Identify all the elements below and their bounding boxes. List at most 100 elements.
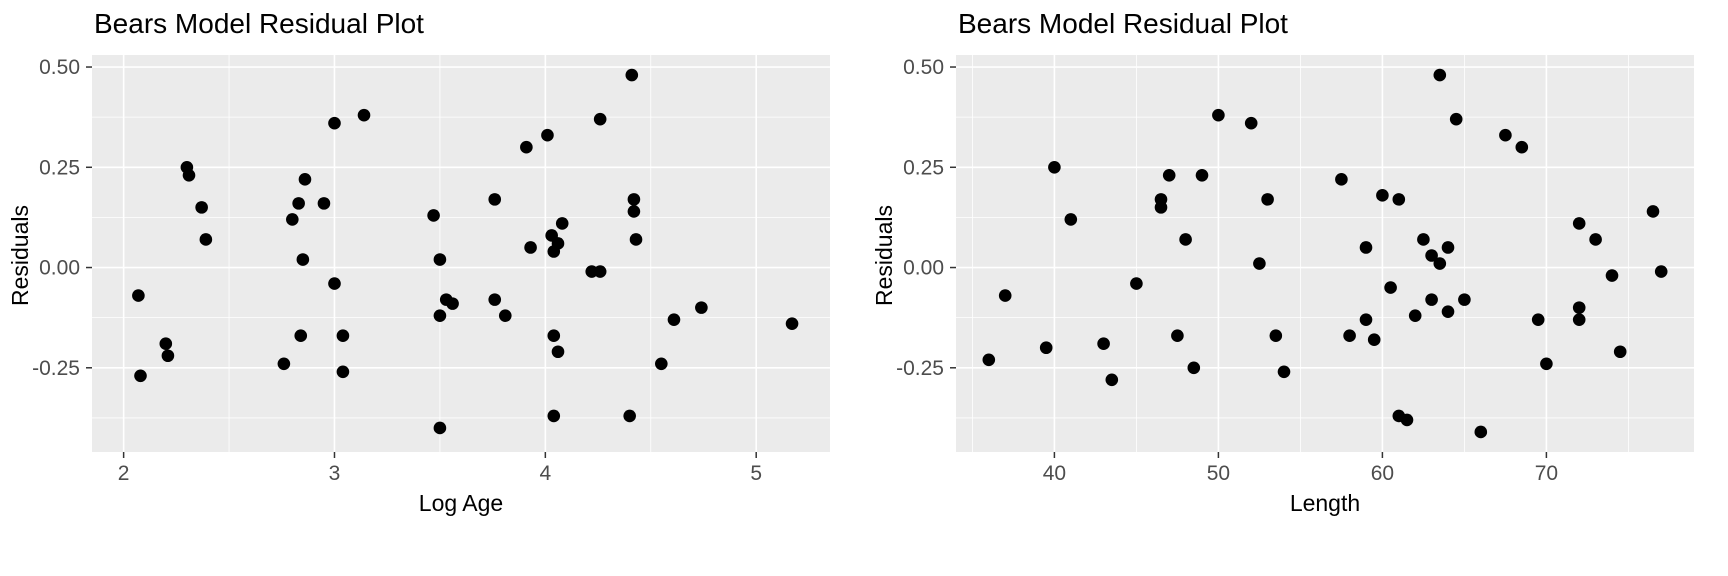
data-point bbox=[1449, 112, 1463, 126]
data-point bbox=[317, 197, 331, 210]
x-tick-label: 3 bbox=[329, 462, 341, 485]
data-point bbox=[1277, 365, 1291, 379]
data-point bbox=[593, 265, 607, 278]
data-point bbox=[1367, 333, 1381, 347]
data-point bbox=[132, 289, 145, 302]
data-point bbox=[1613, 345, 1627, 359]
data-point bbox=[1605, 269, 1619, 282]
data-point bbox=[1654, 265, 1668, 278]
y-tick-label: -0.25 bbox=[32, 357, 80, 380]
data-point bbox=[1064, 213, 1078, 226]
data-point bbox=[629, 233, 643, 246]
data-point bbox=[1400, 413, 1414, 427]
data-point bbox=[524, 241, 537, 254]
data-point bbox=[1433, 68, 1447, 82]
data-point bbox=[336, 365, 350, 379]
data-point bbox=[551, 345, 565, 359]
data-point bbox=[433, 253, 447, 266]
data-point bbox=[593, 112, 607, 126]
data-point bbox=[1474, 425, 1488, 439]
data-point bbox=[623, 409, 636, 423]
data-point bbox=[982, 353, 996, 367]
x-axis-label: Length bbox=[1289, 490, 1361, 516]
data-point bbox=[357, 108, 371, 122]
data-point bbox=[195, 201, 208, 214]
data-point bbox=[298, 173, 312, 186]
data-point bbox=[182, 169, 196, 182]
data-point bbox=[1154, 193, 1168, 206]
data-point bbox=[1179, 233, 1192, 246]
data-point bbox=[1646, 205, 1660, 218]
data-point bbox=[1433, 257, 1447, 270]
y-tick-label: 0.25 bbox=[39, 156, 80, 179]
data-point bbox=[199, 233, 213, 246]
data-point bbox=[446, 297, 459, 310]
data-point bbox=[286, 213, 299, 226]
data-point bbox=[1531, 313, 1545, 326]
data-point bbox=[1441, 305, 1455, 318]
data-point bbox=[998, 289, 1012, 302]
data-point bbox=[1244, 116, 1258, 130]
data-point bbox=[328, 277, 341, 290]
data-point bbox=[1417, 233, 1430, 246]
data-point bbox=[296, 253, 310, 266]
data-point bbox=[1195, 169, 1209, 182]
data-point bbox=[1359, 313, 1373, 326]
data-point bbox=[1458, 293, 1471, 306]
x-tick-label: 70 bbox=[1535, 462, 1558, 485]
data-point bbox=[134, 369, 147, 383]
data-point bbox=[1097, 337, 1110, 351]
data-point bbox=[1425, 249, 1438, 262]
data-point bbox=[433, 309, 447, 322]
data-point bbox=[1441, 241, 1455, 254]
data-point bbox=[292, 197, 305, 210]
data-point bbox=[1515, 140, 1529, 154]
y-tick-label: 0.00 bbox=[39, 257, 80, 280]
y-tick-label: 0.25 bbox=[903, 156, 944, 179]
data-point bbox=[667, 313, 681, 326]
plot-title: Bears Model Residual Plot bbox=[958, 8, 1288, 39]
data-point bbox=[1212, 108, 1225, 122]
data-point bbox=[555, 217, 569, 230]
scatter-canvas-length: 40 50 60 70 -0.25 0.00 0.25 0.50 bbox=[896, 55, 1694, 485]
x-tick-label: 40 bbox=[1043, 462, 1066, 485]
data-point bbox=[1187, 361, 1201, 375]
data-point bbox=[1130, 277, 1143, 290]
y-tick-label: 0.50 bbox=[39, 56, 80, 79]
data-point bbox=[1105, 373, 1119, 387]
data-point bbox=[336, 329, 350, 343]
data-point bbox=[1343, 329, 1356, 343]
data-point bbox=[1392, 193, 1406, 206]
data-point bbox=[520, 140, 533, 154]
data-point bbox=[1162, 169, 1176, 182]
data-point bbox=[427, 209, 440, 222]
data-point bbox=[655, 357, 668, 371]
data-point bbox=[294, 329, 308, 343]
data-point bbox=[1572, 301, 1586, 314]
x-tick-label: 2 bbox=[118, 462, 130, 485]
data-point bbox=[695, 301, 708, 314]
data-point bbox=[1359, 241, 1373, 254]
data-point bbox=[1540, 357, 1553, 371]
data-point bbox=[1384, 281, 1397, 294]
data-point bbox=[551, 237, 565, 250]
data-point bbox=[1039, 341, 1053, 355]
data-point bbox=[161, 349, 175, 363]
data-point bbox=[488, 193, 502, 206]
data-point bbox=[785, 317, 799, 330]
scatter-canvas-log-age: 2 3 4 5 -0.25 0.00 0.25 0.50 bbox=[32, 55, 830, 485]
y-tick-label: 0.50 bbox=[903, 56, 944, 79]
x-axis-label: Log Age bbox=[418, 490, 504, 516]
data-point bbox=[1572, 313, 1586, 326]
data-point bbox=[1253, 257, 1266, 270]
plot-panel bbox=[92, 55, 830, 452]
y-tick-label: 0.00 bbox=[903, 257, 944, 280]
x-tick-label: 5 bbox=[750, 462, 762, 485]
data-point bbox=[547, 329, 561, 343]
data-point bbox=[159, 337, 173, 351]
data-point bbox=[1499, 128, 1512, 142]
y-tick-label: -0.25 bbox=[896, 357, 944, 380]
x-tick-label: 60 bbox=[1371, 462, 1394, 485]
